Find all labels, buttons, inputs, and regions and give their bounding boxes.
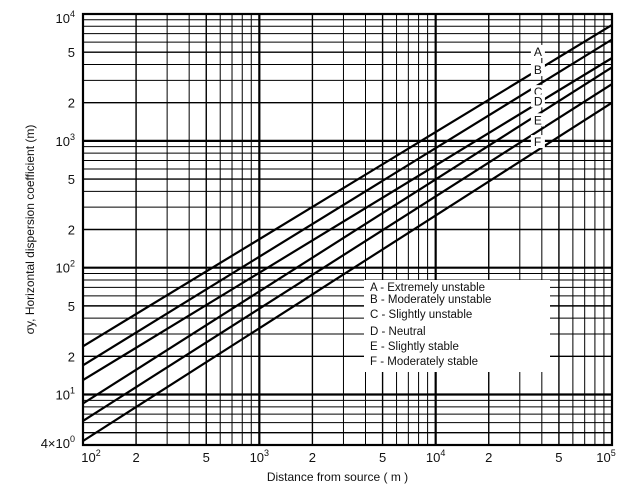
y-tick-label: 5 xyxy=(68,172,75,187)
x-tick-label: 2 xyxy=(132,450,139,465)
y-axis-title: σy, Horizontal dispersion coefficient (m… xyxy=(23,125,37,335)
curve-label-bg xyxy=(530,135,545,149)
series-line-a xyxy=(82,23,613,348)
curve-label-bg xyxy=(530,113,545,127)
legend-item: B - Moderately unstable xyxy=(370,294,491,306)
series-line-d xyxy=(82,66,613,405)
x-tick-label: 2 xyxy=(309,450,316,465)
x-tick-label: 105 xyxy=(596,448,615,465)
curve-label-bg xyxy=(530,63,545,77)
series-line-e xyxy=(82,83,613,422)
x-tick-label: 2 xyxy=(485,450,492,465)
legend-item: E - Slightly stable xyxy=(370,341,459,353)
y-tick-label: 103 xyxy=(56,132,75,149)
tick-labels: 102 2 5 103 2 5 104 2 5 105 4×100 101 2 5 102 2 5 103 2 5 10… xyxy=(41,9,616,465)
y-tick-label: 102 xyxy=(56,259,75,276)
series-lines xyxy=(82,23,613,442)
curve-label-f: F xyxy=(534,135,541,149)
legend-item: D - Neutral xyxy=(370,326,426,338)
series-line-b xyxy=(82,38,613,367)
plot-frame xyxy=(81,12,614,447)
legend-box xyxy=(364,280,550,372)
x-tick-label: 5 xyxy=(379,450,386,465)
gridlines xyxy=(83,14,612,445)
x-tick-label: 5 xyxy=(203,450,210,465)
x-tick-label: 5 xyxy=(555,450,562,465)
curve-label-bg xyxy=(530,44,545,58)
x-axis-title: Distance from source ( m ) xyxy=(267,470,408,484)
y-tick-label: 2 xyxy=(68,96,75,111)
x-tick-label: 104 xyxy=(426,448,445,465)
y-tick-label: 5 xyxy=(68,299,75,314)
y-tick-label: 101 xyxy=(56,386,75,403)
legend-item: A - Extremely unstable xyxy=(370,282,485,294)
y-tick-label: 104 xyxy=(56,9,75,26)
curve-label-b: B xyxy=(534,63,542,77)
series-line-c xyxy=(82,57,613,382)
legend-item: C - Slightly unstable xyxy=(370,309,472,321)
series-line-f xyxy=(82,101,613,442)
legend-item: F - Moderately stable xyxy=(370,356,478,368)
curve-label-e: E xyxy=(534,113,542,127)
y-tick-label: 2 xyxy=(68,349,75,364)
y-tick-label: 4×100 xyxy=(41,434,75,451)
curve-label-bg xyxy=(530,94,545,108)
y-tick-label: 2 xyxy=(68,223,75,238)
curve-label-c: C xyxy=(534,85,543,99)
y-tick-label: 5 xyxy=(68,45,75,60)
x-tick-label: 103 xyxy=(250,448,269,465)
curve-label-d: D xyxy=(534,94,543,108)
x-tick-label: 102 xyxy=(81,448,100,465)
curve-label-a: A xyxy=(534,45,542,59)
